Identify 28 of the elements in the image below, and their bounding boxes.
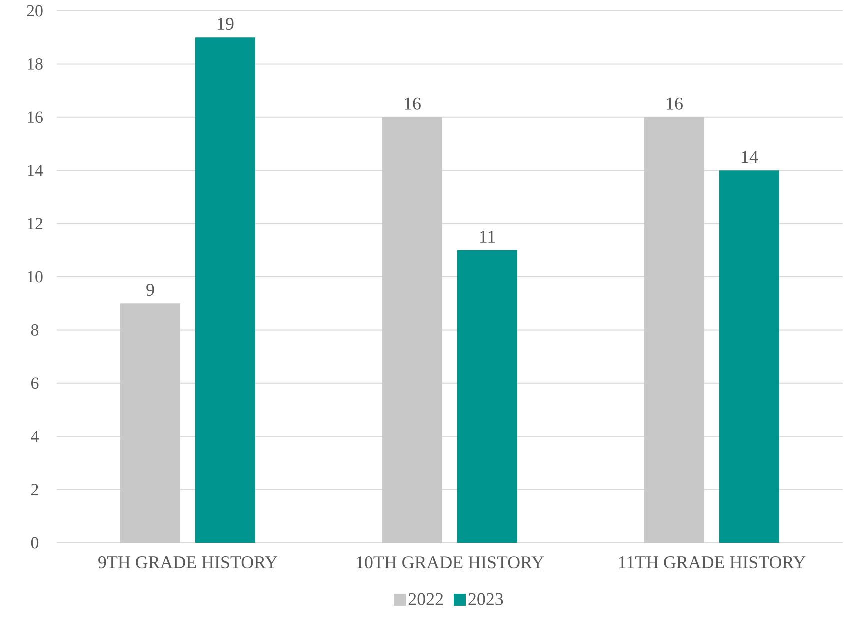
- y-tick-label: 12: [28, 218, 43, 230]
- y-tick-label: 0: [31, 537, 39, 549]
- data-label: 16: [667, 98, 683, 110]
- y-tick-label: 6: [32, 378, 39, 390]
- y-tick-label: 14: [28, 165, 44, 176]
- y-tick-label: 10: [28, 271, 43, 283]
- data-label: 14: [742, 151, 758, 164]
- data-label: 16: [405, 98, 421, 110]
- data-label: 11: [480, 231, 496, 243]
- bar: [120, 304, 181, 543]
- y-tick-label: 4: [31, 431, 39, 442]
- y-tick-label: 20: [27, 5, 43, 17]
- legend-label: 2023: [468, 593, 504, 606]
- bar: [720, 170, 780, 543]
- y-tick-label: 18: [28, 58, 43, 70]
- x-tick-label: 11TH GRADE HISTORY: [619, 556, 806, 569]
- bar: [382, 117, 443, 543]
- bar: [458, 250, 518, 543]
- y-tick-label: 16: [28, 112, 43, 124]
- y-tick-label: 2: [32, 484, 38, 496]
- legend-label: 2022: [408, 593, 444, 606]
- y-tick-label: 8: [31, 324, 39, 336]
- bar: [644, 117, 705, 543]
- x-tick-label: 10TH GRADE HISTORY: [357, 556, 544, 569]
- data-label: 9: [146, 284, 154, 296]
- x-tick-label: 9TH GRADE HISTORY: [98, 556, 278, 569]
- bar: [196, 38, 256, 543]
- data-label: 19: [218, 18, 234, 30]
